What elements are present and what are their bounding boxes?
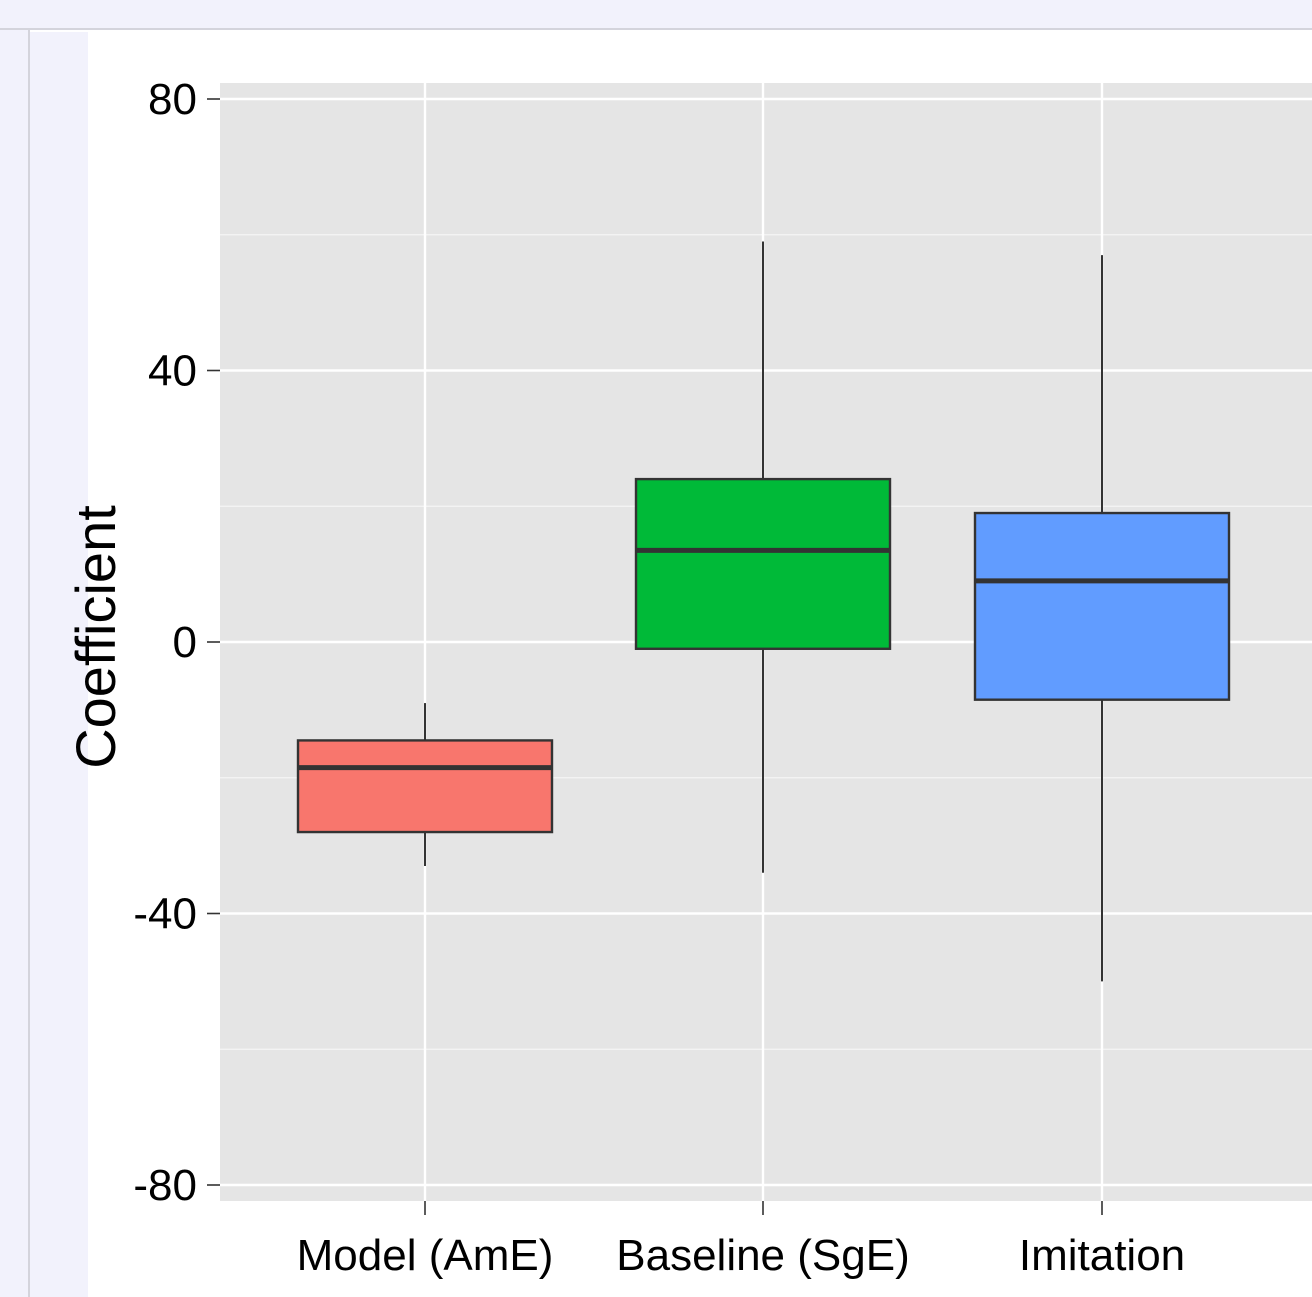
y-tick-label: -80 [133,1161,197,1210]
boxes [296,241,1231,982]
x-axis: Model (AmE) Baseline (SgE) Imitation [297,1201,1185,1280]
viewer-left-border [28,30,30,1297]
box-group [973,255,1231,982]
iqr-box [973,511,1231,701]
y-tick-label: -40 [133,890,197,939]
x-tick-label: Imitation [1019,1231,1185,1280]
box-group [634,241,892,873]
viewer-top-bar [0,0,1312,30]
y-axis-title: Coefficient [64,505,127,769]
viewer-left-margin [0,30,28,1297]
x-tick-label: Model (AmE) [297,1231,554,1280]
y-tick-label: 40 [148,347,197,396]
iqr-box [634,477,892,650]
box-group [296,703,554,866]
y-tick-label: 80 [148,75,197,124]
viewer-gutter [30,32,88,1297]
x-tick-label: Baseline (SgE) [616,1231,909,1280]
iqr-box [296,739,554,834]
y-axis: 80 40 0 -40 -80 [133,75,220,1210]
y-tick-label: 0 [173,618,197,667]
